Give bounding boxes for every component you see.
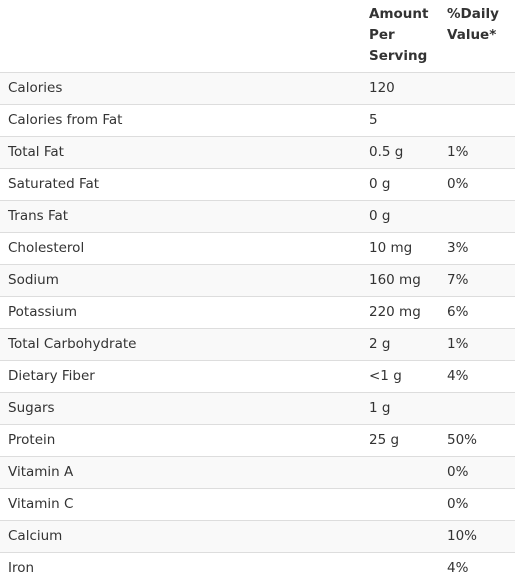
table-row: Sodium 160 mg 7% (0, 264, 515, 296)
table-row: Saturated Fat 0 g 0% (0, 168, 515, 200)
amount-value (361, 552, 439, 584)
nutrient-name: Iron (8, 560, 35, 577)
table-row: Potassium 220 mg 6% (0, 296, 515, 328)
table-row: Sugars 1 g (0, 392, 515, 424)
daily-value-percent: 6% (447, 304, 469, 320)
table-row: Total Fat 0.5 g 1% (0, 136, 515, 168)
amount-value: 25 g (369, 432, 400, 448)
nutrient-name: Total Fat (8, 144, 64, 160)
header-nutrient (0, 0, 361, 72)
daily-value-percent: 1% (447, 336, 469, 352)
daily-value-percent: 1% (447, 144, 469, 160)
nutrient-name: Total Carbohydrate (8, 336, 137, 352)
amount-value: 0 g (369, 176, 391, 192)
table-row: Calories 120 (0, 72, 515, 104)
nutrient-name: Sugars (8, 400, 55, 416)
table-row: Dietary Fiber <1 g 4% (0, 360, 515, 392)
amount-value (361, 520, 439, 552)
table-row: Iron 4% (0, 552, 515, 584)
table-row: Total Carbohydrate 2 g 1% (0, 328, 515, 360)
amount-value: 0.5 g (369, 144, 404, 160)
daily-value-percent (439, 392, 515, 424)
table-body: Calories 120 Calories from Fat 5 Total Fat 0.… (0, 72, 515, 584)
nutrient-name: Vitamin A (8, 464, 74, 480)
amount-value: 120 (369, 80, 395, 96)
amount-value: 5 (369, 112, 378, 128)
nutrient-name: Calories from Fat (8, 112, 123, 128)
nutrient-name: Sodium (8, 272, 59, 288)
nutrient-name: Dietary Fiber (8, 368, 95, 384)
table-row: Vitamin A 0% (0, 456, 515, 488)
amount-value (361, 456, 439, 488)
nutrient-name: Calcium (8, 528, 63, 544)
daily-value-percent: 4% (447, 560, 469, 577)
amount-value: <1 g (369, 368, 402, 384)
nutrient-name: Trans Fat (8, 208, 69, 224)
header-row: Amount Per Serving %Daily Value* (0, 0, 515, 72)
daily-value-percent (439, 72, 515, 104)
table-header: Amount Per Serving %Daily Value* (0, 0, 515, 72)
table-row: Calories from Fat 5 (0, 104, 515, 136)
nutrient-name: Cholesterol (8, 240, 85, 256)
daily-value-percent: 0% (447, 464, 469, 480)
daily-value-percent (439, 200, 515, 232)
daily-value-percent: 10% (447, 528, 478, 544)
daily-value-percent (439, 104, 515, 136)
header-daily-value: %Daily Value* (447, 6, 499, 43)
daily-value-percent: 7% (447, 272, 469, 288)
amount-value: 220 mg (369, 304, 421, 320)
daily-value-percent: 0% (447, 496, 469, 512)
nutrient-name: Calories (8, 80, 63, 96)
daily-value-percent: 50% (447, 432, 478, 448)
header-amount-per-serving: Amount Per Serving (369, 6, 429, 64)
amount-value: 1 g (369, 400, 391, 416)
table-row: Calcium 10% (0, 520, 515, 552)
amount-value: 0 g (369, 208, 391, 224)
daily-value-percent: 3% (447, 240, 469, 256)
amount-value: 2 g (369, 336, 391, 352)
nutrient-name: Protein (8, 432, 56, 448)
daily-value-percent: 4% (447, 368, 469, 384)
nutrient-name: Saturated Fat (8, 176, 100, 192)
table-row: Trans Fat 0 g (0, 200, 515, 232)
table-row: Cholesterol 10 mg 3% (0, 232, 515, 264)
nutrient-name: Potassium (8, 304, 78, 320)
table-row: Protein 25 g 50% (0, 424, 515, 456)
table-row: Vitamin C 0% (0, 488, 515, 520)
daily-value-percent: 0% (447, 176, 469, 192)
amount-value: 10 mg (369, 240, 413, 256)
amount-value: 160 mg (369, 272, 421, 288)
amount-value (361, 488, 439, 520)
nutrient-name: Vitamin C (8, 496, 74, 512)
